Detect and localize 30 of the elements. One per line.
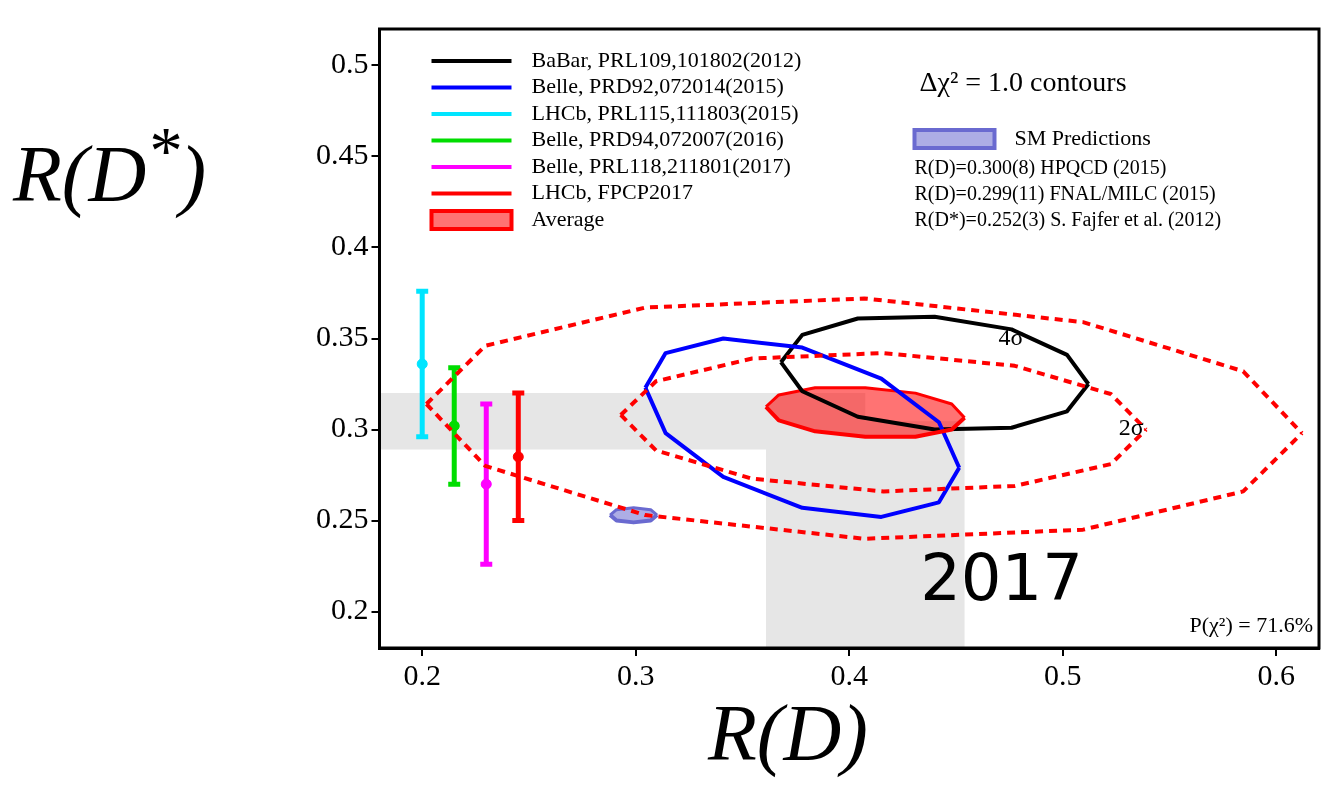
y-tick-label: 0.25 <box>316 501 369 535</box>
legend-label: LHCb, PRL115,111803(2015) <box>531 99 799 125</box>
x-tick-label: 0.4 <box>830 657 868 691</box>
annotation: Δχ² = 1.0 contours <box>919 66 1127 98</box>
annotation: R(D)=0.300(8) HPQCD (2015) <box>914 156 1167 180</box>
x-axis-title: R(D) <box>708 688 868 779</box>
legend-label: Belle, PRL118,211801(2017) <box>531 152 791 178</box>
annotation: 2017 <box>920 540 1083 615</box>
y-tick-label: 0.5 <box>331 46 369 80</box>
y-tick-label: 0.45 <box>316 137 369 171</box>
x-tick-label: 0.5 <box>1044 657 1082 691</box>
x-tick-label: 0.2 <box>403 657 441 691</box>
y-tick-label: 0.35 <box>316 319 369 353</box>
annotation: R(D)=0.299(11) FNAL/MILC (2015) <box>914 182 1216 206</box>
legend-label: LHCb, FPCP2017 <box>531 179 693 205</box>
annotation: R(D*)=0.252(3) S. Fajfer et al. (2012) <box>914 208 1222 232</box>
annotation: P(χ²) = 71.6% <box>1189 611 1313 637</box>
legend-label: Belle, PRD92,072014(2015) <box>531 73 784 99</box>
x-tick-label: 0.6 <box>1257 657 1296 691</box>
y-axis-title: R(D$^{*}$) <box>13 113 207 220</box>
y-tick-label: 0.4 <box>331 228 369 262</box>
legend-label: BaBar, PRL109,101802(2012) <box>531 46 802 72</box>
annotation: 2σ <box>1118 413 1144 440</box>
y-tick-label: 0.3 <box>331 410 369 444</box>
y-tick-label: 0.2 <box>331 592 369 626</box>
legend-label: SM Predictions <box>1014 124 1151 150</box>
x-tick-label: 0.3 <box>616 657 655 691</box>
annotation: 4σ <box>998 323 1024 350</box>
legend-label: Average <box>531 205 605 231</box>
legend-label: Belle, PRD94,072007(2016) <box>531 126 784 152</box>
